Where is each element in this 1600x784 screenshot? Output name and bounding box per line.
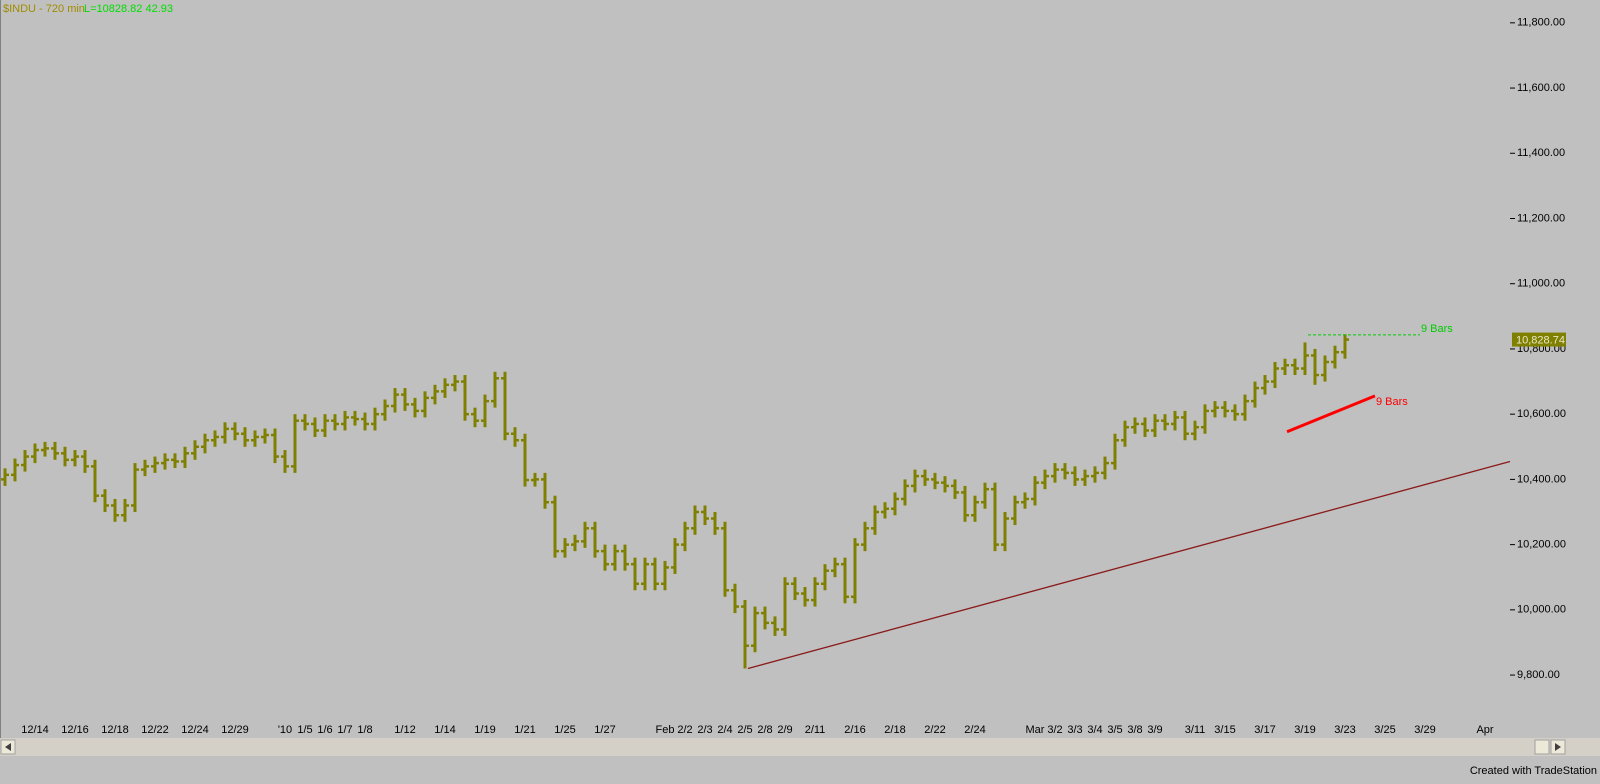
x-tick-label: 2/2 bbox=[677, 724, 692, 736]
x-tick-label: 1/21 bbox=[514, 724, 535, 736]
x-tick-label: 3/23 bbox=[1334, 724, 1355, 736]
x-tick-label: 3/5 bbox=[1107, 724, 1122, 736]
trendline-label: 9 Bars bbox=[1421, 323, 1453, 335]
y-tick-label: 10,200.00 bbox=[1517, 539, 1566, 551]
x-tick-label: 2/11 bbox=[805, 724, 826, 736]
y-tick-label: 10,000.00 bbox=[1517, 604, 1566, 616]
chart-title: $INDU - 720 min bbox=[3, 3, 85, 15]
x-tick-label: 2/16 bbox=[844, 724, 865, 736]
x-tick-label: 1/7 bbox=[337, 724, 352, 736]
x-tick-label: 3/29 bbox=[1414, 724, 1435, 736]
x-tick-label: 1/25 bbox=[554, 724, 575, 736]
x-tick-label: 12/18 bbox=[101, 724, 129, 736]
scroll-left-arrow bbox=[5, 743, 11, 751]
x-tick-label: 1/14 bbox=[434, 724, 455, 736]
x-tick-label: 3/2 bbox=[1047, 724, 1062, 736]
y-tick-label: 10,600.00 bbox=[1517, 408, 1566, 420]
x-tick-label: 2/18 bbox=[884, 724, 905, 736]
x-tick-label: 1/6 bbox=[317, 724, 332, 736]
x-tick-label: '10 bbox=[278, 724, 292, 736]
x-tick-label: 1/27 bbox=[594, 724, 615, 736]
scroll-right-arrow bbox=[1555, 743, 1561, 751]
x-tick-label: 12/16 bbox=[61, 724, 89, 736]
trendline bbox=[747, 460, 1511, 670]
y-tick-label: 11,000.00 bbox=[1517, 278, 1565, 290]
x-tick-label: 2/22 bbox=[924, 724, 945, 736]
trendline-label: 9 Bars bbox=[1376, 396, 1408, 408]
x-tick-label: Feb bbox=[656, 724, 675, 736]
x-tick-label: 3/15 bbox=[1214, 724, 1235, 736]
x-tick-label: 2/8 bbox=[757, 724, 772, 736]
x-tick-label: 3/3 bbox=[1067, 724, 1082, 736]
scroll-thumb[interactable] bbox=[1534, 739, 1550, 755]
x-tick-label: 3/17 bbox=[1254, 724, 1275, 736]
x-tick-label: 2/3 bbox=[697, 724, 712, 736]
x-tick-label: 1/19 bbox=[474, 724, 495, 736]
x-tick-label: 3/4 bbox=[1087, 724, 1102, 736]
y-tick-label: 9,800.00 bbox=[1517, 669, 1560, 681]
x-tick-label: 3/19 bbox=[1294, 724, 1315, 736]
x-tick-label: Mar bbox=[1026, 724, 1045, 736]
y-tick-label: 11,600.00 bbox=[1517, 82, 1565, 94]
x-tick-label: 12/22 bbox=[141, 724, 169, 736]
x-tick-label: 2/5 bbox=[737, 724, 752, 736]
y-tick-label: 11,400.00 bbox=[1517, 147, 1565, 159]
x-tick-label: 2/4 bbox=[717, 724, 732, 736]
x-tick-label: 3/25 bbox=[1374, 724, 1395, 736]
x-tick-label: 2/9 bbox=[777, 724, 792, 736]
x-tick-label: 3/9 bbox=[1147, 724, 1162, 736]
x-tick-label: 12/14 bbox=[21, 724, 49, 736]
x-tick-label: Apr bbox=[1476, 724, 1493, 736]
x-tick-label: 2/24 bbox=[964, 724, 985, 736]
y-tick-label: 11,200.00 bbox=[1517, 212, 1565, 224]
y-tick-label: 11,800.00 bbox=[1517, 17, 1565, 29]
chart-subtitle: L=10828.82 42.93 bbox=[84, 3, 173, 15]
footer: Created with TradeStation bbox=[1470, 765, 1597, 777]
y-tick-label: 10,400.00 bbox=[1517, 473, 1566, 485]
x-tick-label: 3/11 bbox=[1185, 724, 1206, 736]
last-price-label: 10,828.74 bbox=[1516, 334, 1565, 346]
x-tick-label: 12/24 bbox=[181, 724, 209, 736]
x-tick-label: 1/8 bbox=[357, 724, 372, 736]
scrollbar[interactable] bbox=[0, 738, 1600, 756]
x-tick-label: 1/12 bbox=[394, 724, 415, 736]
x-tick-label: 12/29 bbox=[221, 724, 249, 736]
trendline bbox=[1286, 394, 1376, 434]
x-tick-label: 3/8 bbox=[1127, 724, 1142, 736]
x-tick-label: 1/5 bbox=[297, 724, 312, 736]
last-price-marker bbox=[1512, 332, 1566, 347]
